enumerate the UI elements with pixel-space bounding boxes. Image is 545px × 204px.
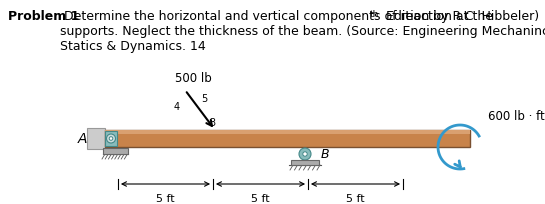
Text: 5: 5 <box>201 94 207 103</box>
Text: 500 lb: 500 lb <box>175 72 212 85</box>
Text: 5 ft: 5 ft <box>346 193 365 203</box>
Text: Problem 1: Problem 1 <box>8 10 80 23</box>
FancyBboxPatch shape <box>105 130 470 147</box>
FancyBboxPatch shape <box>105 130 470 134</box>
Text: 600 lb · ft: 600 lb · ft <box>488 110 545 122</box>
FancyBboxPatch shape <box>105 131 117 146</box>
Circle shape <box>303 152 307 156</box>
Text: 4: 4 <box>174 102 180 111</box>
Text: B: B <box>321 148 330 161</box>
Text: A: A <box>77 132 87 146</box>
Circle shape <box>109 137 113 141</box>
Text: Edition by R.C. Hibbeler): Edition by R.C. Hibbeler) <box>382 10 539 23</box>
FancyBboxPatch shape <box>291 160 319 165</box>
FancyBboxPatch shape <box>87 128 105 149</box>
Text: Determine the horizontal and vertical components of reaction at the
supports. Ne: Determine the horizontal and vertical co… <box>60 10 545 53</box>
Text: th: th <box>370 10 379 19</box>
Circle shape <box>106 134 116 143</box>
Circle shape <box>299 148 311 160</box>
Text: 5 ft: 5 ft <box>156 193 175 203</box>
FancyBboxPatch shape <box>103 148 128 154</box>
Text: 5 ft: 5 ft <box>251 193 270 203</box>
Text: 3: 3 <box>209 118 215 127</box>
